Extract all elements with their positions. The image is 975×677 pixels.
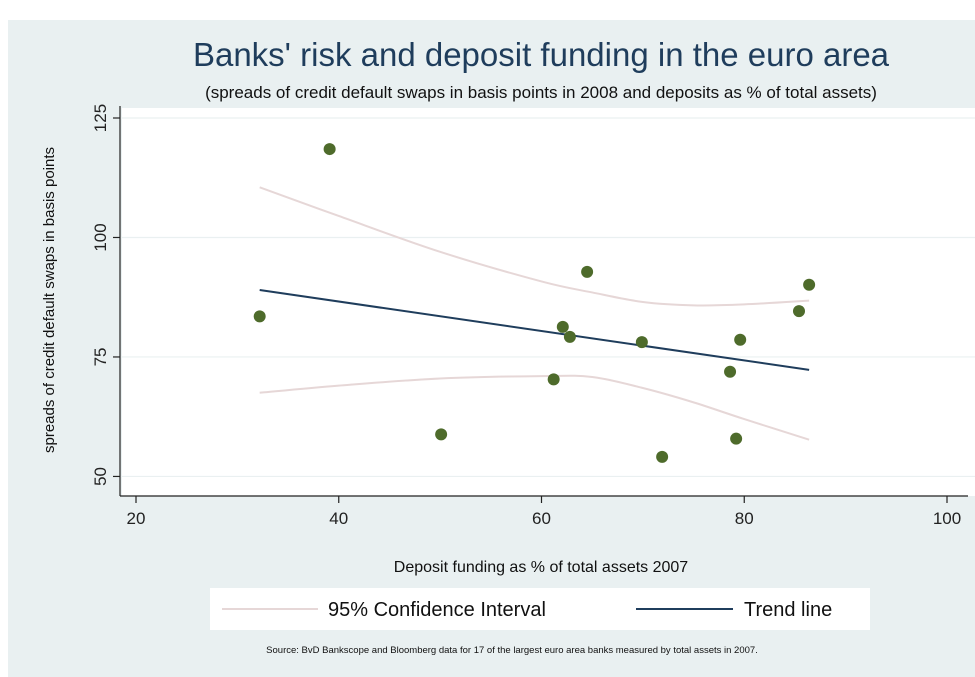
x-tick-label: 60 [532, 509, 551, 528]
legend-trend-label: Trend line [744, 599, 832, 621]
data-point [556, 320, 569, 333]
x-tick-label: 20 [127, 509, 146, 528]
data-point [734, 333, 747, 346]
chart-subtitle: (spreads of credit default swaps in basi… [205, 83, 877, 102]
data-point [435, 428, 448, 441]
ci-upper-curve [259, 186, 810, 307]
legend: 95% Confidence Interval Trend line [222, 599, 832, 621]
axes [119, 106, 968, 497]
source-note: Source: BvD Bankscope and Bloomberg data… [266, 645, 758, 656]
data-point [792, 305, 805, 318]
scatter-points [253, 143, 816, 463]
x-axis-label: Deposit funding as % of total assets 200… [394, 559, 689, 576]
data-point [581, 265, 594, 278]
y-tick-label: 100 [91, 223, 110, 251]
plot-area [122, 108, 975, 496]
data-point [563, 330, 576, 343]
ci-lower-curve [259, 374, 810, 441]
x-tick-label: 100 [933, 509, 961, 528]
x-tick-label: 40 [329, 509, 348, 528]
y-tick-label: 50 [91, 467, 110, 486]
data-point [547, 373, 560, 386]
tick-labels: 50 75 100 125 20 40 60 80 100 [91, 104, 961, 528]
legend-ci-label: 95% Confidence Interval [328, 599, 546, 621]
data-point [803, 278, 816, 291]
grid-lines [120, 117, 975, 478]
data-point [635, 336, 648, 349]
chart-title: Banks' risk and deposit funding in the e… [193, 36, 890, 73]
y-tick-label: 125 [91, 104, 110, 132]
y-tick-label: 75 [91, 348, 110, 367]
data-point [253, 310, 266, 323]
data-point [323, 143, 336, 156]
legend-box [210, 588, 870, 630]
data-point [724, 365, 737, 378]
x-tick-label: 80 [735, 509, 754, 528]
confidence-interval-band [259, 186, 810, 441]
y-axis-label: spreads of credit default swaps in basis… [41, 147, 58, 453]
data-point [656, 450, 669, 463]
trend-line-layer [259, 289, 810, 371]
trend-line [259, 289, 810, 371]
data-point [730, 432, 743, 445]
